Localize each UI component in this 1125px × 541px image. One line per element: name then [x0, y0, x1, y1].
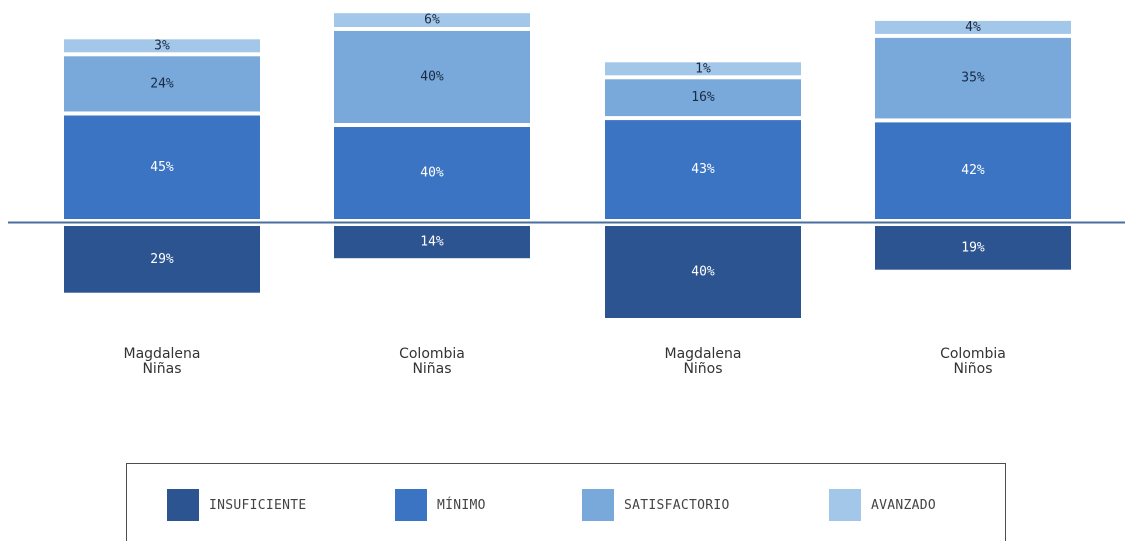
- category-label-2-line-1: Niños: [683, 361, 722, 377]
- data-label-avanzado-2: 1%: [695, 61, 711, 76]
- legend-item-insuficiente: INSUFICIENTE: [167, 488, 307, 522]
- bar-segment-satisfactorio-0: [64, 56, 260, 112]
- data-label-satisfactorio-1: 40%: [420, 70, 444, 85]
- category-label-2-line-0: Magdalena: [665, 346, 742, 362]
- data-label-minimo-3: 42%: [961, 163, 985, 178]
- bar-segment-insuficiente-1: [334, 226, 530, 259]
- category-label-0-line-1: Niñas: [142, 361, 181, 377]
- data-label-insuficiente-3: 19%: [961, 240, 985, 255]
- bar-segment-minimo-0: [64, 115, 260, 219]
- category-label-1-line-1: Niñas: [412, 361, 451, 377]
- bars-group: 29% 45% 24% 3% 14% 40% 40% 6% 40% 43% 16% 1% 19% 42% 3…: [64, 13, 1071, 318]
- category-label-1-line-0: Colombia: [399, 346, 465, 362]
- bar-segment-satisfactorio-3: [875, 37, 1071, 119]
- data-label-avanzado-3: 4%: [965, 20, 981, 35]
- legend-label: SATISFACTORIO: [624, 497, 730, 513]
- bar-segment-avanzado-1: [334, 13, 530, 27]
- data-label-avanzado-1: 6%: [424, 13, 440, 28]
- legend-swatch: [395, 489, 427, 521]
- legend-label: INSUFICIENTE: [209, 497, 307, 513]
- category-label-3-line-0: Colombia: [940, 346, 1006, 362]
- legend-swatch: [167, 489, 199, 521]
- stacked-bar-chart: 29% 45% 24% 3% 14% 40% 40% 6% 40% 43% 16% 1% 19% 42% 3…: [8, 13, 1125, 377]
- data-label-minimo-0: 45%: [150, 160, 174, 175]
- bar-segment-insuficiente-3: [875, 226, 1071, 270]
- bar-segment-insuficiente-2: [605, 226, 801, 318]
- data-label-avanzado-0: 3%: [154, 38, 170, 53]
- legend: INSUFICIENTE MÍNIMO SATISFACTORIO AVANZADO: [126, 463, 1006, 541]
- category-label-3-line-1: Niños: [953, 361, 992, 377]
- bar-segment-avanzado-2: [605, 62, 801, 76]
- data-label-insuficiente-1: 14%: [420, 235, 444, 250]
- legend-label: AVANZADO: [871, 497, 937, 513]
- category-label-0-line-0: Magdalena: [124, 346, 201, 362]
- legend-swatch: [582, 489, 614, 521]
- bar-segment-minimo-2: [605, 120, 801, 219]
- data-label-satisfactorio-3: 35%: [961, 71, 985, 86]
- bar-segment-satisfactorio-1: [334, 31, 530, 123]
- data-label-satisfactorio-2: 16%: [691, 90, 715, 105]
- legend-item-avanzado: AVANZADO: [829, 488, 936, 522]
- data-label-insuficiente-0: 29%: [150, 252, 174, 267]
- category-labels: MagdalenaNiñasColombiaNiñasMagdalenaNiño…: [124, 346, 1006, 377]
- bar-segment-insuficiente-0: [64, 226, 260, 293]
- legend-swatch: [829, 489, 861, 521]
- legend-label: MÍNIMO: [437, 497, 486, 513]
- data-label-insuficiente-2: 40%: [691, 265, 715, 280]
- bar-segment-avanzado-3: [875, 20, 1071, 34]
- data-label-satisfactorio-0: 24%: [150, 76, 174, 91]
- bar-segment-avanzado-0: [64, 39, 260, 53]
- bar-segment-satisfactorio-2: [605, 79, 801, 117]
- legend-item-satisfactorio: SATISFACTORIO: [582, 488, 730, 522]
- bar-segment-minimo-1: [334, 127, 530, 219]
- data-label-minimo-2: 43%: [691, 162, 715, 177]
- bar-segment-minimo-3: [875, 122, 1071, 219]
- data-label-minimo-1: 40%: [420, 166, 444, 181]
- legend-item-minimo: MÍNIMO: [395, 488, 486, 522]
